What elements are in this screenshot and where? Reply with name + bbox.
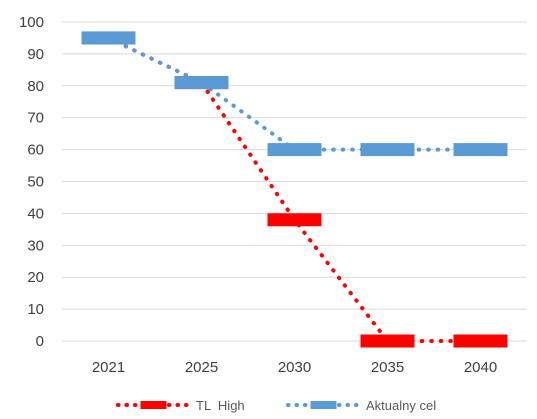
y-tick-label: 90: [27, 46, 44, 63]
y-tick-label: 80: [27, 78, 44, 95]
legend-marker-swatch: [310, 401, 337, 409]
y-tick-label: 100: [19, 14, 44, 31]
legend-label: TL High: [196, 398, 245, 413]
y-tick-label: 10: [27, 301, 44, 318]
legend: TL High Aktualny cel: [116, 398, 436, 413]
legend-marker-swatch: [140, 401, 167, 409]
data-point-marker: [360, 334, 415, 348]
y-tick-label: 20: [27, 269, 44, 286]
series-markers: [81, 31, 508, 348]
data-point-marker: [267, 213, 322, 227]
y-tick-label: 50: [27, 174, 44, 191]
gridlines: [62, 21, 527, 342]
legend-label: Aktualny cel: [366, 398, 436, 413]
data-point-marker: [81, 31, 136, 45]
x-tick-label: 2040: [464, 359, 497, 376]
data-point-marker: [453, 143, 508, 157]
y-axis-tick-labels: 0 10 20 30 40 50 60 70 80 90 100: [19, 14, 44, 350]
x-tick-label: 2025: [185, 359, 218, 376]
y-tick-label: 30: [27, 237, 44, 254]
y-tick-label: 0: [36, 333, 44, 350]
data-point-marker: [267, 143, 322, 157]
series-lines: [106, 35, 483, 343]
data-point-marker: [360, 143, 415, 157]
y-tick-label: 70: [27, 110, 44, 127]
y-tick-label: 40: [27, 205, 44, 222]
x-tick-label: 2021: [92, 359, 125, 376]
x-tick-label: 2035: [371, 359, 404, 376]
series-line: [106, 35, 483, 152]
data-point-marker: [453, 334, 508, 348]
data-point-marker: [174, 76, 229, 90]
series-line: [106, 35, 483, 343]
x-axis-tick-labels: 2021 2025 2030 2035 2040: [92, 359, 497, 376]
y-tick-label: 60: [27, 142, 44, 159]
x-tick-label: 2030: [278, 359, 311, 376]
